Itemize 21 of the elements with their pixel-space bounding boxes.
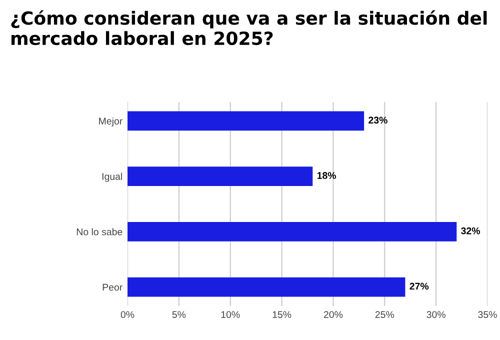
x-tick-label: 30%: [426, 311, 446, 318]
y-tick-label: No lo sabe: [76, 228, 122, 236]
x-tick-label: 5%: [172, 311, 186, 318]
x-tick-label: 15%: [272, 311, 292, 318]
bar: [128, 166, 313, 186]
x-tick-label: 10%: [221, 311, 240, 318]
data-label: 18%: [317, 172, 336, 179]
x-tick-label: 35%: [478, 311, 497, 318]
data-label: 23%: [368, 116, 388, 124]
y-tick-label: Igual: [102, 172, 122, 182]
y-tick-label: Mejor: [99, 117, 122, 126]
x-tick-label: 20%: [324, 311, 343, 318]
y-tick-label: Peor: [102, 284, 122, 291]
bar: [128, 222, 457, 242]
data-label: 27%: [410, 282, 429, 290]
x-tick-label: 0%: [120, 311, 134, 318]
chart-title: ¿Cómo consideran que va a ser la situación del mercado laboral en 2025?: [11, 10, 487, 46]
x-tick-label: 25%: [375, 311, 394, 318]
bar: [128, 111, 364, 131]
data-label: 32%: [461, 227, 480, 234]
bar: [128, 277, 406, 297]
